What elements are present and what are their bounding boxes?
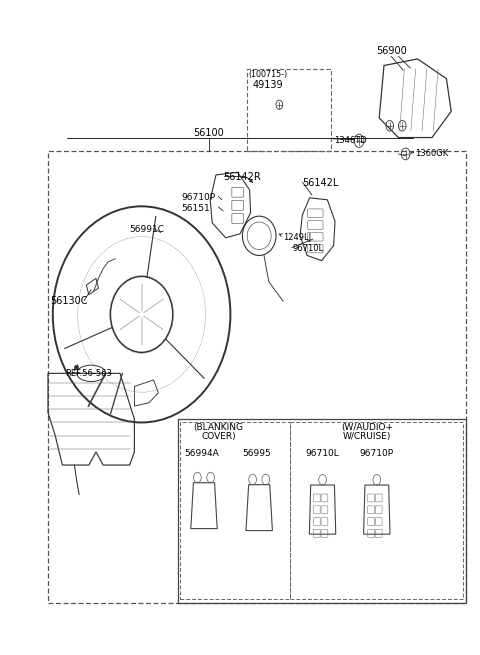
Text: 56991C: 56991C	[130, 225, 165, 234]
Text: 96710L: 96710L	[293, 244, 324, 253]
Text: 56100: 56100	[193, 128, 224, 138]
Text: REF.56-563: REF.56-563	[65, 369, 112, 378]
Text: 1346TD: 1346TD	[334, 136, 366, 145]
Text: 56130C: 56130C	[50, 296, 88, 307]
Text: 49139: 49139	[252, 81, 283, 90]
Text: 56900: 56900	[376, 46, 407, 56]
Text: 56142L: 56142L	[302, 178, 339, 189]
Text: (BLANKING: (BLANKING	[193, 423, 243, 432]
Text: 56994A: 56994A	[184, 449, 219, 458]
Text: 1249LJ: 1249LJ	[283, 233, 312, 242]
Text: W/CRUISE): W/CRUISE)	[343, 432, 391, 441]
Text: 1360GK: 1360GK	[415, 149, 448, 159]
Text: 56151: 56151	[181, 204, 210, 213]
Text: COVER): COVER)	[201, 432, 236, 441]
Text: 56142R: 56142R	[223, 172, 261, 182]
Text: 96710P: 96710P	[181, 193, 216, 202]
Text: 96710P: 96710P	[360, 449, 394, 458]
Text: 96710L: 96710L	[306, 449, 339, 458]
Text: (100715-): (100715-)	[248, 69, 288, 79]
Text: (W/AUDIO+: (W/AUDIO+	[341, 423, 393, 432]
Text: 56995: 56995	[242, 449, 271, 458]
